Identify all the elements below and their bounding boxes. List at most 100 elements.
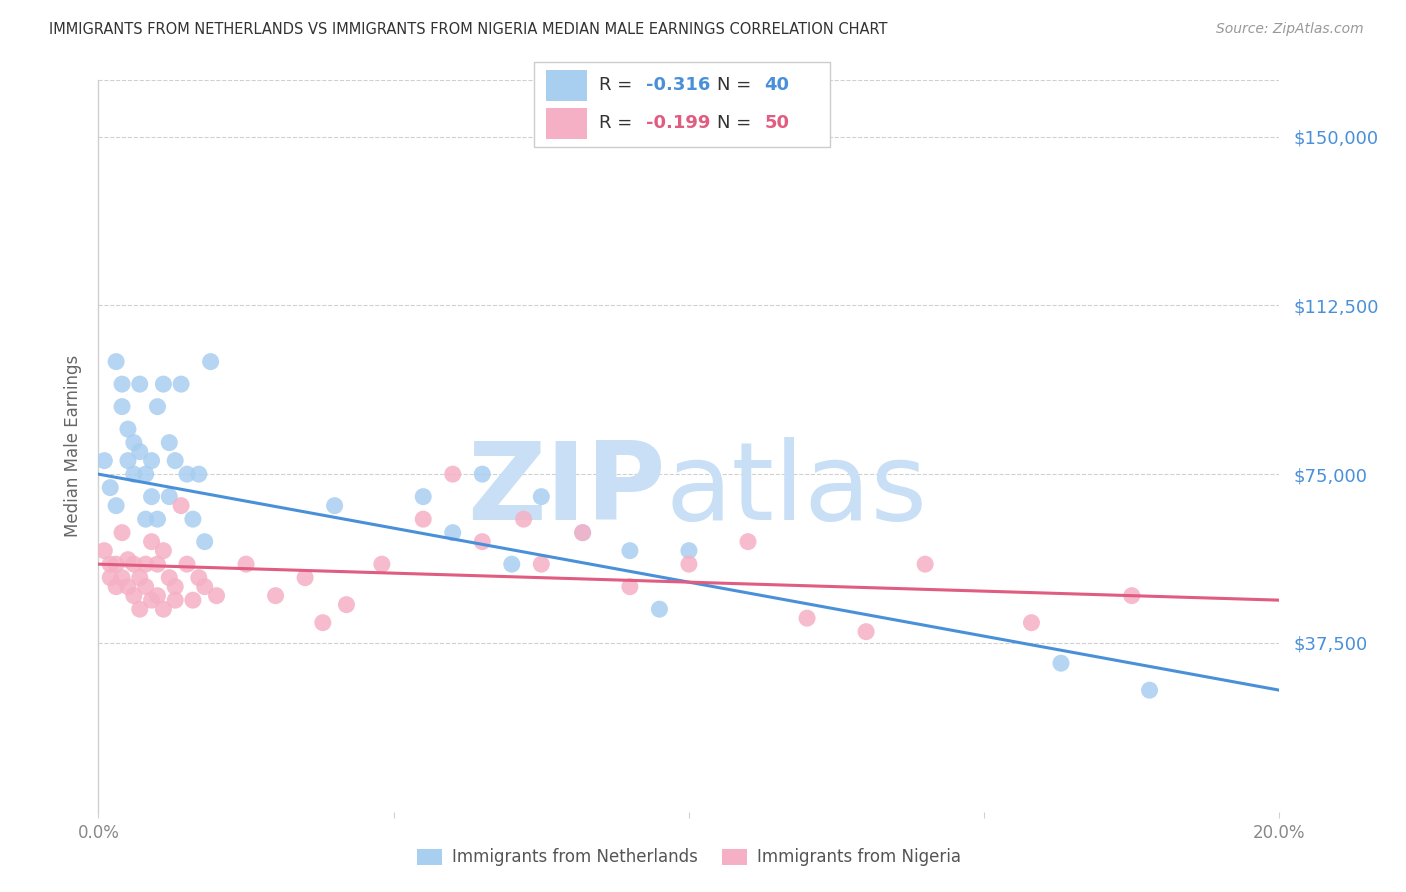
Point — [530, 557, 553, 571]
Point — [441, 525, 464, 540]
FancyBboxPatch shape — [546, 70, 588, 101]
Point — [530, 490, 553, 504]
Point — [157, 435, 180, 450]
Point — [152, 543, 174, 558]
Point — [678, 557, 700, 571]
Point — [146, 589, 169, 603]
Point — [294, 571, 316, 585]
Point — [117, 580, 139, 594]
Point — [152, 602, 174, 616]
Point — [128, 571, 150, 585]
Point — [312, 615, 335, 630]
Point — [117, 422, 139, 436]
Text: Source: ZipAtlas.com: Source: ZipAtlas.com — [1216, 22, 1364, 37]
Point — [471, 534, 494, 549]
Point — [441, 467, 464, 482]
Point — [141, 593, 163, 607]
FancyBboxPatch shape — [534, 62, 830, 147]
Text: 40: 40 — [765, 77, 790, 95]
Y-axis label: Median Male Earnings: Median Male Earnings — [65, 355, 83, 537]
Point — [146, 400, 169, 414]
Point — [135, 557, 157, 571]
Text: -0.316: -0.316 — [647, 77, 711, 95]
Point — [571, 525, 593, 540]
Point — [165, 580, 187, 594]
Text: R =: R = — [599, 77, 638, 95]
Point — [135, 467, 157, 482]
Point — [165, 593, 187, 607]
Text: ZIP: ZIP — [467, 437, 665, 543]
Point — [1050, 656, 1073, 670]
Point — [1021, 615, 1043, 630]
Point — [111, 377, 134, 392]
Point — [855, 624, 877, 639]
Point — [194, 580, 217, 594]
Text: atlas: atlas — [665, 437, 928, 543]
Text: R =: R = — [599, 114, 638, 132]
Point — [205, 589, 228, 603]
Point — [619, 543, 641, 558]
Point — [264, 589, 287, 603]
Point — [122, 467, 145, 482]
Text: -0.199: -0.199 — [647, 114, 711, 132]
Point — [571, 525, 593, 540]
Point — [98, 481, 121, 495]
Point — [122, 589, 145, 603]
Point — [122, 557, 145, 571]
Text: N =: N = — [717, 114, 758, 132]
Point — [105, 354, 128, 368]
Point — [737, 534, 759, 549]
Point — [335, 598, 357, 612]
Point — [98, 557, 121, 571]
Point — [1139, 683, 1161, 698]
Point — [412, 512, 434, 526]
Point — [135, 512, 157, 526]
Point — [111, 525, 134, 540]
Point — [141, 490, 163, 504]
Point — [146, 512, 169, 526]
Point — [98, 571, 121, 585]
Point — [501, 557, 523, 571]
Point — [111, 400, 134, 414]
Point — [678, 543, 700, 558]
Point — [122, 435, 145, 450]
Point — [412, 490, 434, 504]
Legend: Immigrants from Netherlands, Immigrants from Nigeria: Immigrants from Netherlands, Immigrants … — [409, 841, 969, 873]
Point — [619, 580, 641, 594]
Point — [157, 571, 180, 585]
Point — [914, 557, 936, 571]
Point — [187, 467, 209, 482]
Point — [157, 490, 180, 504]
Point — [135, 580, 157, 594]
Point — [371, 557, 394, 571]
Point — [111, 571, 134, 585]
Point — [93, 453, 115, 467]
Point — [796, 611, 818, 625]
Text: N =: N = — [717, 77, 758, 95]
Point — [128, 377, 150, 392]
Point — [194, 534, 217, 549]
Point — [152, 377, 174, 392]
Point — [93, 543, 115, 558]
Point — [176, 467, 198, 482]
Point — [105, 557, 128, 571]
Point — [176, 557, 198, 571]
Point — [146, 557, 169, 571]
Point — [471, 467, 494, 482]
Point — [200, 354, 222, 368]
Point — [1121, 589, 1143, 603]
Point — [117, 453, 139, 467]
Point — [181, 512, 204, 526]
Point — [323, 499, 346, 513]
Point — [187, 571, 209, 585]
FancyBboxPatch shape — [546, 108, 588, 139]
Point — [105, 580, 128, 594]
Point — [235, 557, 257, 571]
Point — [170, 377, 193, 392]
Point — [128, 602, 150, 616]
Point — [105, 499, 128, 513]
Text: IMMIGRANTS FROM NETHERLANDS VS IMMIGRANTS FROM NIGERIA MEDIAN MALE EARNINGS CORR: IMMIGRANTS FROM NETHERLANDS VS IMMIGRANT… — [49, 22, 887, 37]
Point — [181, 593, 204, 607]
Point — [512, 512, 534, 526]
Point — [648, 602, 671, 616]
